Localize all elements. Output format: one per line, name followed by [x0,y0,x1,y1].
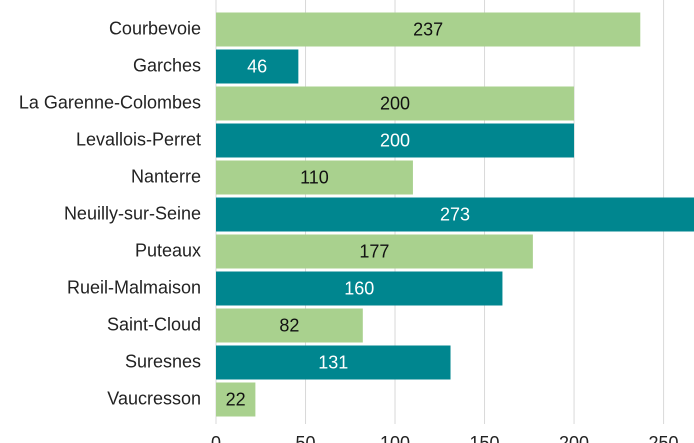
y-tick-label: Levallois-Perret [76,129,201,149]
value-label: 273 [440,204,470,224]
x-tick-label: 200 [559,433,589,443]
x-tick-label: 100 [380,433,410,443]
bar [216,308,363,343]
bar [216,123,575,158]
bar [216,49,299,84]
value-label: 177 [359,241,389,261]
x-tick-label: 50 [295,433,315,443]
y-tick-label: Puteaux [135,240,201,260]
y-tick-label: Nanterre [131,166,201,186]
bar [216,12,641,47]
value-label: 131 [318,352,348,372]
y-tick-label: Vaucresson [107,388,201,408]
value-label: 110 [300,167,329,187]
bar [216,345,451,380]
bar [216,197,694,232]
bar [216,271,503,306]
value-label: 22 [226,389,246,409]
value-label: 237 [413,19,443,39]
value-label: 46 [247,56,267,76]
bar [216,86,575,121]
value-label: 200 [380,93,410,113]
y-tick-label: Garches [133,55,201,75]
bar [216,382,256,417]
x-tick-label: 0 [211,433,221,443]
y-tick-label: Neuilly-sur-Seine [64,203,201,223]
x-tick-label: 250 [649,433,679,443]
value-label: 82 [279,315,299,335]
bar [216,160,413,195]
y-tick-label: Courbevoie [109,18,201,38]
bar [216,234,533,269]
y-tick-label: Suresnes [125,351,201,371]
y-tick-label: Rueil-Malmaison [67,277,201,297]
value-label: 200 [380,130,410,150]
value-label: 160 [344,278,374,298]
x-tick-label: 150 [470,433,500,443]
y-tick-label: La Garenne-Colombes [19,92,201,112]
y-tick-label: Saint-Cloud [107,314,201,334]
